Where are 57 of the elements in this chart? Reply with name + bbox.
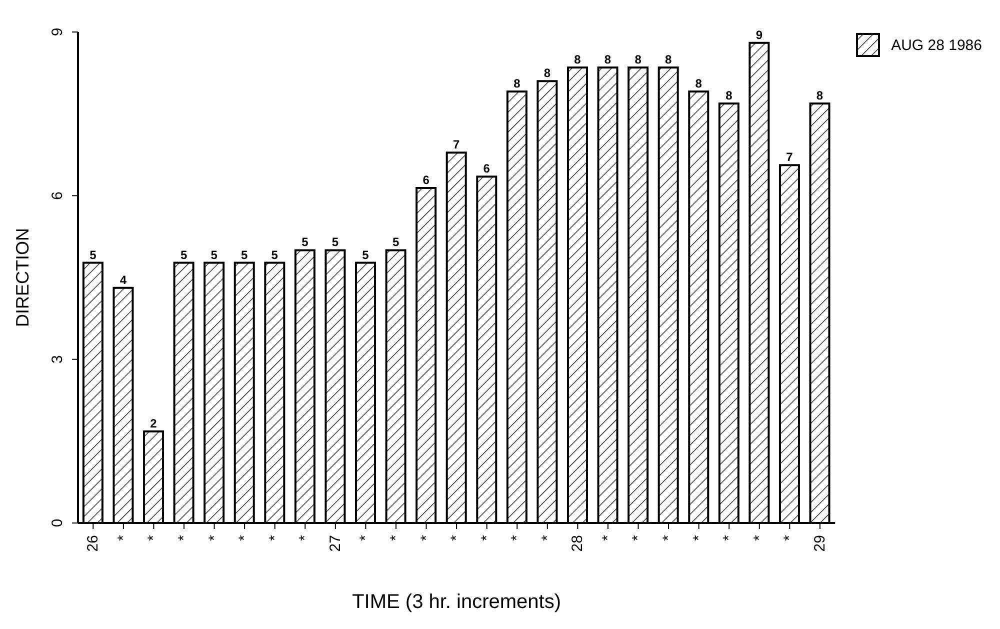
data-label: 8 [544, 66, 551, 80]
data-label: 8 [514, 76, 521, 90]
x-tick-label: * [750, 534, 768, 541]
data-label: 7 [786, 150, 794, 164]
x-tick-label: * [206, 534, 223, 541]
data-label: 5 [90, 248, 97, 262]
x-tick-label: * [599, 534, 616, 541]
data-label: 5 [241, 248, 248, 262]
y-tick-label: 9 [49, 28, 66, 36]
x-tick-label: 26 [84, 535, 102, 552]
x-axis-title: TIME (3 hr. increments) [352, 591, 562, 613]
x-tick-label: * [418, 534, 435, 541]
data-label: 5 [392, 235, 400, 250]
data-label: 5 [271, 248, 278, 262]
data-label: 8 [634, 52, 642, 66]
x-tick-label: 27 [326, 535, 344, 552]
x-tick-label: * [387, 534, 404, 541]
data-label: 6 [422, 173, 430, 188]
legend-label: AUG 28 1986 [891, 36, 982, 54]
x-tick-label: * [448, 534, 466, 541]
x-tick-label: * [114, 534, 132, 541]
x-tick-label: * [357, 534, 374, 541]
data-label: 5 [180, 248, 188, 262]
x-tick-label: * [538, 534, 556, 541]
x-tick-label: * [690, 534, 708, 541]
x-tick-label: 28 [569, 535, 586, 552]
data-label: 8 [665, 52, 672, 66]
x-tick-label: * [508, 534, 526, 541]
data-label: 8 [604, 52, 612, 66]
x-tick-label: * [296, 534, 314, 541]
data-label: 5 [302, 235, 309, 250]
data-label: 7 [453, 138, 460, 152]
x-tick-label: * [660, 534, 678, 541]
data-label: 9 [756, 28, 763, 42]
data-label: 8 [726, 88, 733, 102]
x-tick-label: * [478, 534, 496, 541]
x-tick-label: 29 [811, 535, 828, 552]
data-label: 6 [483, 162, 490, 176]
y-axis-title: DIRECTION [12, 228, 32, 327]
data-label: 4 [120, 272, 127, 287]
y-tick-label: 3 [49, 355, 66, 364]
data-label: 5 [332, 235, 339, 250]
x-tick-label: * [236, 534, 254, 541]
x-tick-label: * [781, 534, 798, 541]
data-label: 2 [150, 416, 158, 430]
data-label: 8 [574, 52, 582, 66]
x-tick-label: * [720, 534, 738, 541]
y-tick-label: 0 [49, 518, 66, 528]
x-tick-label: * [175, 534, 192, 541]
data-label: 8 [816, 88, 824, 102]
data-label: 5 [362, 248, 370, 262]
x-tick-label: * [266, 534, 284, 541]
x-tick-label: * [630, 534, 647, 541]
data-label: 5 [210, 248, 218, 262]
x-tick-label: * [145, 534, 162, 541]
y-tick-label: 6 [49, 191, 66, 200]
data-label: 8 [695, 76, 702, 90]
